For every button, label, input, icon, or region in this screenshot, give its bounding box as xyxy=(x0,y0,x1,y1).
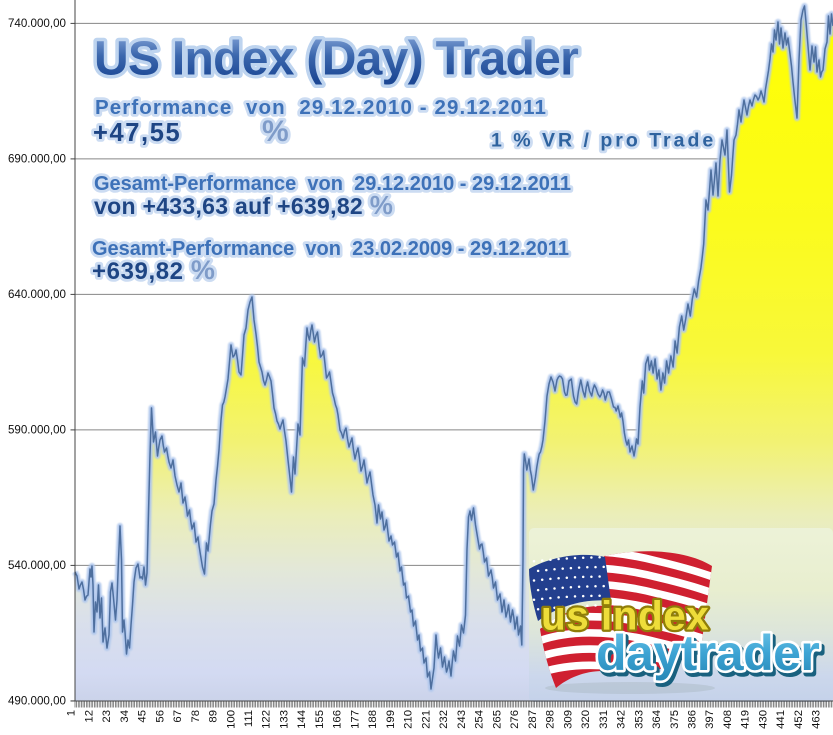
svg-text:590.000,00: 590.000,00 xyxy=(8,423,66,436)
svg-text:111: 111 xyxy=(243,710,255,727)
svg-text:430: 430 xyxy=(758,710,770,729)
svg-text:daytrader: daytrader xyxy=(596,625,819,681)
svg-text:690.000,00: 690.000,00 xyxy=(8,152,66,165)
svg-text:89: 89 xyxy=(208,710,220,723)
svg-text:Gesamt-Performance von 29.12: Gesamt-Performance von 29.12.2010 - 29.1… xyxy=(94,173,571,195)
svg-text:463: 463 xyxy=(811,710,823,729)
svg-text:320: 320 xyxy=(580,710,592,729)
svg-text:254: 254 xyxy=(474,710,486,729)
svg-text:us index: us index xyxy=(541,593,709,639)
svg-text:740.000,00: 740.000,00 xyxy=(8,17,66,30)
svg-text:155: 155 xyxy=(314,710,326,729)
svg-text:144: 144 xyxy=(296,710,308,729)
svg-text:122: 122 xyxy=(261,710,273,729)
svg-text:640.000,00: 640.000,00 xyxy=(8,288,66,301)
svg-text:353: 353 xyxy=(633,710,645,729)
svg-text:von +433,63 auf +639,82 %: von +433,63 auf +639,82 % xyxy=(94,190,393,220)
svg-text:12: 12 xyxy=(83,710,95,723)
svg-text:23: 23 xyxy=(101,710,113,723)
svg-text:Gesamt-Performance von 23.02: Gesamt-Performance von 23.02.2009 - 29.1… xyxy=(92,238,569,260)
svg-text:490.000,00: 490.000,00 xyxy=(8,694,66,707)
svg-text:441: 441 xyxy=(775,710,787,729)
svg-text:45: 45 xyxy=(137,710,149,723)
svg-text:232: 232 xyxy=(438,710,450,729)
svg-text:210: 210 xyxy=(403,710,415,729)
svg-text:364: 364 xyxy=(651,710,663,729)
svg-text:298: 298 xyxy=(545,710,557,729)
svg-text:56: 56 xyxy=(154,710,166,723)
svg-text:276: 276 xyxy=(509,710,521,729)
svg-text:408: 408 xyxy=(722,710,734,729)
svg-text:1 % VR / pro Trade: 1 % VR / pro Trade xyxy=(491,130,716,152)
svg-text:daytrader: daytrader xyxy=(599,629,822,685)
svg-text:419: 419 xyxy=(740,710,752,729)
svg-text:287: 287 xyxy=(527,710,539,729)
svg-text:166: 166 xyxy=(332,710,344,729)
svg-text:331: 331 xyxy=(598,710,610,729)
svg-text:452: 452 xyxy=(793,710,805,729)
svg-text:386: 386 xyxy=(687,710,699,729)
svg-text:342: 342 xyxy=(616,710,628,729)
svg-text:34: 34 xyxy=(119,710,131,723)
svg-text:309: 309 xyxy=(562,710,574,729)
svg-text:+639,82 %: +639,82 % xyxy=(92,255,216,285)
svg-text:188: 188 xyxy=(367,710,379,729)
svg-text:+47,55: +47,55 xyxy=(93,119,181,147)
svg-text:US Index (Day) Trader: US Index (Day) Trader xyxy=(94,33,578,86)
svg-text:Performance von 29.12.2010 -: Performance von 29.12.2010 - 29.12.2011 xyxy=(95,96,547,119)
svg-text:397: 397 xyxy=(704,710,716,729)
svg-text:78: 78 xyxy=(190,710,202,723)
svg-text:243: 243 xyxy=(456,710,468,729)
svg-text:265: 265 xyxy=(491,710,503,729)
svg-text:177: 177 xyxy=(349,710,361,729)
svg-text:199: 199 xyxy=(385,710,397,729)
svg-text:100: 100 xyxy=(225,710,237,729)
svg-text:540.000,00: 540.000,00 xyxy=(8,559,66,572)
svg-text:1: 1 xyxy=(66,710,78,716)
svg-text:133: 133 xyxy=(279,710,291,729)
svg-text:375: 375 xyxy=(669,710,681,729)
svg-text:%: % xyxy=(262,115,289,148)
svg-text:67: 67 xyxy=(172,710,184,723)
svg-text:221: 221 xyxy=(420,710,432,729)
